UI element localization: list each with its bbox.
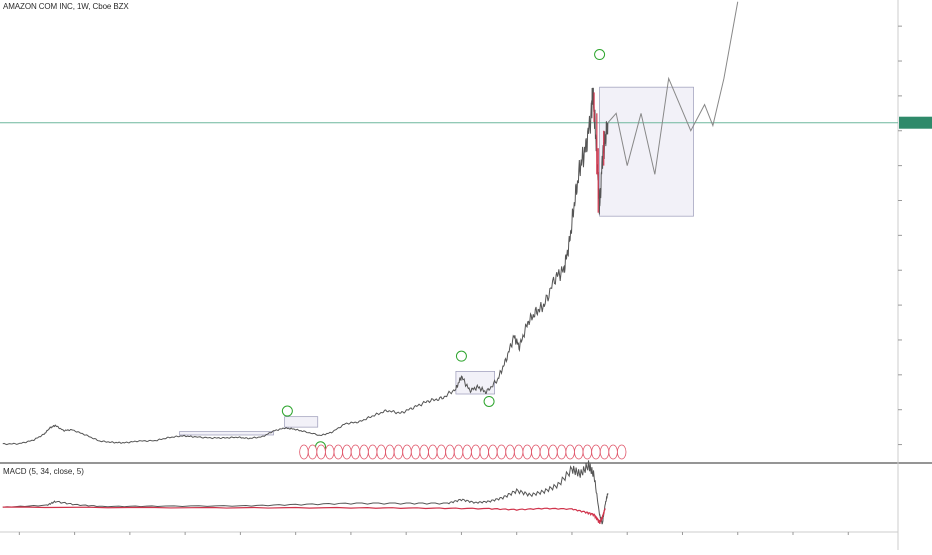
event-marker xyxy=(367,444,378,460)
event-marker xyxy=(470,444,481,460)
macd-signal-line xyxy=(2,506,606,524)
event-marker xyxy=(582,444,593,460)
event-marker xyxy=(496,444,507,460)
forecast-path xyxy=(607,1,739,175)
wave-circle xyxy=(281,405,293,417)
price-series-line xyxy=(2,87,609,446)
event-marker xyxy=(333,444,343,460)
event-marker xyxy=(453,444,464,460)
macd-title: MACD (5, 34, close, 5) xyxy=(3,467,84,476)
event-marker xyxy=(350,444,361,460)
correction-box xyxy=(179,431,274,436)
event-marker xyxy=(307,444,318,460)
wave-circle xyxy=(483,395,495,407)
event-marker xyxy=(342,444,352,460)
event-marker xyxy=(488,444,498,460)
event-marker xyxy=(556,444,567,460)
event-marker xyxy=(574,444,584,460)
event-marker xyxy=(565,444,575,460)
price-tag xyxy=(899,116,932,129)
event-marker xyxy=(436,444,447,460)
correction-box xyxy=(284,416,319,428)
event-marker xyxy=(548,444,558,460)
chart-title: AMAZON COM INC, 1W, Cboe BZX xyxy=(3,2,129,11)
event-marker xyxy=(599,444,610,460)
event-marker xyxy=(316,444,326,460)
event-marker xyxy=(616,444,627,460)
event-marker xyxy=(393,444,404,460)
event-marker xyxy=(376,444,386,460)
event-marker xyxy=(591,444,601,460)
event-marker xyxy=(539,444,550,460)
event-marker xyxy=(419,444,429,460)
wave-circle xyxy=(594,49,606,61)
correction-box xyxy=(599,86,694,217)
event-marker xyxy=(445,444,455,460)
event-marker xyxy=(402,444,412,460)
wave-circle xyxy=(455,350,467,362)
event-marker xyxy=(428,444,438,460)
event-marker xyxy=(410,444,421,460)
event-marker xyxy=(462,444,472,460)
event-marker xyxy=(608,444,618,460)
correction-box xyxy=(455,370,495,395)
event-marker xyxy=(385,444,395,460)
macd-line xyxy=(2,460,609,525)
event-marker xyxy=(359,444,369,460)
event-marker xyxy=(513,444,524,460)
event-marker xyxy=(299,444,309,460)
event-marker xyxy=(531,444,541,460)
event-marker xyxy=(479,444,489,460)
event-marker xyxy=(325,444,335,460)
event-marker xyxy=(505,444,515,460)
event-marker xyxy=(522,444,532,460)
